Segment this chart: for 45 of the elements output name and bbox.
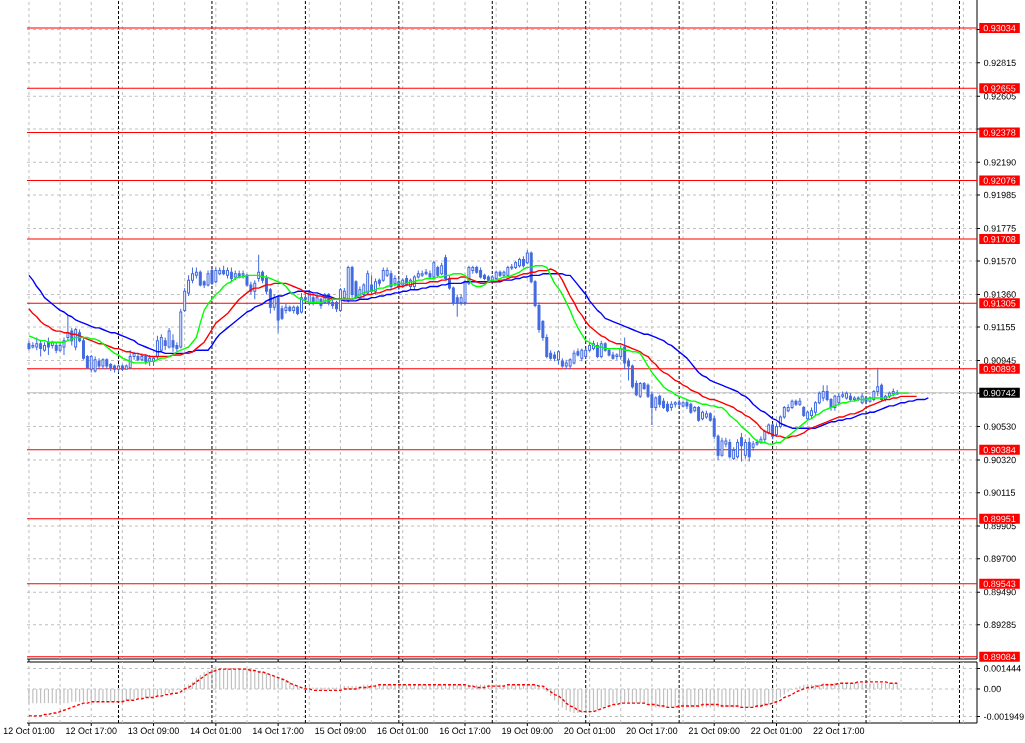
y-tick-label: 0.89490 xyxy=(983,588,1016,596)
x-tick-label: 14 Oct 01:00 xyxy=(190,727,242,734)
y-tick-label: 0.00 xyxy=(983,685,1001,693)
y-tick-label: 0.91775 xyxy=(983,225,1016,232)
y-tick-label: 0.89905 xyxy=(983,522,1016,530)
x-tick-label: 20 Oct 17:00 xyxy=(626,727,678,734)
x-tick-label: 22 Oct 01:00 xyxy=(751,727,802,734)
y-tick-label: 0.89700 xyxy=(983,555,1016,562)
ref-line-label: 0.92378 xyxy=(983,129,1016,136)
y-tick-label: 0.001444 xyxy=(983,665,1021,672)
ref-line-label: 0.93034 xyxy=(983,25,1016,32)
y-tick-label: 0.90945 xyxy=(983,357,1016,364)
y-tick-label: 0.91570 xyxy=(983,257,1016,265)
x-tick-label: 15 Oct 09:00 xyxy=(315,727,366,734)
y-tick-label: -0.001949 xyxy=(984,713,1024,720)
x-tick-label: 16 Oct 01:00 xyxy=(377,727,429,734)
x-tick-label: 16 Oct 17:00 xyxy=(439,727,491,734)
y-tick-label: 0.91155 xyxy=(983,323,1016,331)
y-tick-label: 0.92815 xyxy=(983,59,1016,67)
x-tick-label: 22 Oct 17:00 xyxy=(813,727,865,734)
ref-line-label: 0.90742 xyxy=(983,389,1016,397)
y-tick-label: 0.90530 xyxy=(983,423,1016,430)
x-tick-label: 13 Oct 09:00 xyxy=(128,727,179,734)
y-tick-label: 0.92190 xyxy=(983,159,1016,166)
ref-line-label: 0.90893 xyxy=(983,365,1016,373)
ref-line-label: 0.89543 xyxy=(983,580,1016,588)
ref-line-label: 0.89951 xyxy=(983,515,1016,523)
x-tick-label: 19 Oct 09:00 xyxy=(502,727,553,734)
x-tick-label: 20 Oct 01:00 xyxy=(564,727,615,734)
x-tick-label: 14 Oct 17:00 xyxy=(253,727,304,734)
y-tick-label: 0.91985 xyxy=(983,191,1016,199)
x-tick-label: 21 Oct 09:00 xyxy=(688,727,740,734)
ref-line-label: 0.91305 xyxy=(983,300,1016,307)
x-tick-label: 12 Oct 01:00 xyxy=(3,727,55,734)
y-tick-label: 0.90115 xyxy=(983,489,1016,496)
y-tick-label: 0.89285 xyxy=(983,621,1016,628)
x-tick-label: 12 Oct 17:00 xyxy=(66,727,117,734)
ref-line-label: 0.90384 xyxy=(983,446,1016,454)
y-tick-label: 0.91360 xyxy=(983,291,1016,298)
y-tick-label: 0.90320 xyxy=(983,456,1016,464)
ref-line-label: 0.92655 xyxy=(983,85,1016,92)
ref-line-label: 0.89084 xyxy=(983,653,1016,661)
ref-line-label: 0.92076 xyxy=(983,177,1016,184)
y-tick-label: 0.92605 xyxy=(983,93,1016,100)
ref-line-label: 0.91708 xyxy=(983,236,1016,243)
